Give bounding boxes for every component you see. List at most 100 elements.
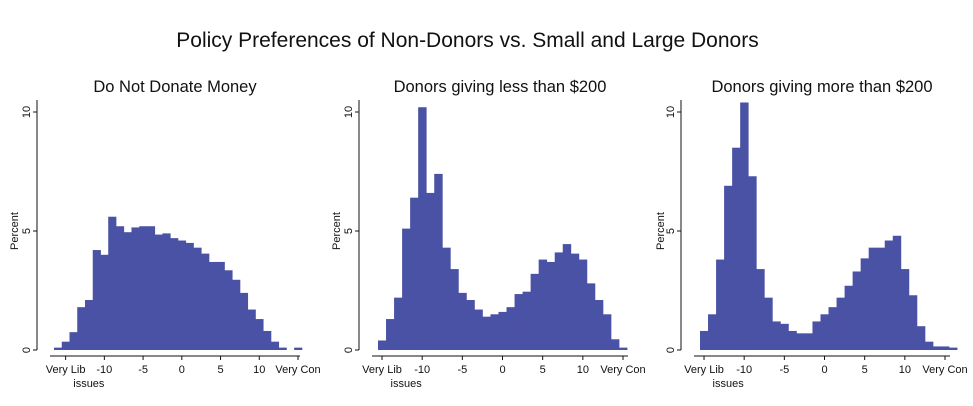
- x-tick-label: 10: [253, 364, 265, 376]
- histogram-bar: [796, 333, 805, 350]
- histogram-bar: [77, 307, 86, 350]
- x-tick-label: 0: [499, 364, 505, 376]
- histogram-bar: [949, 347, 958, 350]
- histogram-bar: [740, 102, 749, 350]
- y-tick-label: 0: [343, 347, 355, 353]
- x-tick-label: 10: [577, 364, 589, 376]
- x-tick-label: 5: [217, 364, 223, 376]
- histogram-bar: [756, 269, 765, 350]
- histogram-bar: [748, 176, 757, 350]
- histogram-bar: [247, 309, 256, 350]
- x-axis-label: issues: [713, 378, 745, 390]
- x-tick-label: Very Lib: [684, 364, 724, 376]
- histogram-bar: [700, 330, 709, 350]
- y-tick-label: 10: [665, 106, 677, 118]
- histogram-bar: [131, 227, 140, 350]
- x-tick-label: 10: [899, 364, 911, 376]
- histogram-bar: [458, 292, 467, 350]
- x-tick-label: 0: [821, 364, 827, 376]
- x-tick-label: Very Lib: [362, 364, 402, 376]
- histogram-bar: [84, 300, 94, 350]
- histogram-bar: [732, 147, 741, 350]
- histogram-bar: [410, 197, 419, 350]
- figure-title: Policy Preferences of Non-Donors vs. Sma…: [176, 29, 759, 52]
- histogram-bar: [530, 273, 540, 350]
- histogram-bar: [239, 292, 249, 350]
- histogram-bar: [442, 247, 451, 350]
- histogram-bar: [294, 347, 303, 350]
- histogram-bar: [108, 216, 117, 350]
- histogram-bar: [177, 240, 187, 350]
- histogram-bar: [836, 297, 845, 350]
- y-tick-label: 0: [21, 347, 33, 353]
- x-tick-label: -5: [779, 364, 789, 376]
- histogram-bar: [788, 330, 797, 350]
- x-tick-label: Very Con: [922, 364, 967, 376]
- histogram-bar: [54, 347, 63, 350]
- y-tick-label: 5: [21, 228, 33, 234]
- histogram-bar: [828, 307, 837, 350]
- x-tick-label: -5: [138, 364, 148, 376]
- histogram-bar: [772, 321, 781, 350]
- histogram-bar: [892, 235, 902, 350]
- histogram-bar: [884, 240, 894, 350]
- histogram-bar: [594, 300, 604, 350]
- histogram-bar: [270, 341, 280, 350]
- x-tick-label: -10: [96, 364, 112, 376]
- histogram-bar: [263, 330, 272, 350]
- histogram-bar: [844, 285, 854, 350]
- histogram-bar: [852, 271, 862, 350]
- histogram-bar: [386, 319, 395, 350]
- x-tick-label: 5: [862, 364, 868, 376]
- histogram-bar: [162, 233, 171, 350]
- histogram-bar: [201, 253, 210, 350]
- histogram-bar: [820, 314, 829, 350]
- histogram-bar: [514, 294, 523, 350]
- histogram-bar: [602, 314, 612, 350]
- histogram-bar: [586, 283, 596, 350]
- histogram-bar: [618, 347, 628, 350]
- x-tick-label: -10: [736, 364, 752, 376]
- histogram-bar: [92, 250, 101, 350]
- y-tick-label: 0: [665, 347, 677, 353]
- histogram-bar: [522, 291, 532, 350]
- histogram-bar: [724, 185, 733, 350]
- histogram-bar: [278, 347, 287, 350]
- panel-title: Donors giving less than $200: [394, 78, 607, 96]
- histogram-bar: [908, 295, 918, 350]
- y-tick-label: 10: [343, 106, 355, 118]
- histogram-bar: [490, 314, 499, 350]
- histogram-bar: [146, 226, 156, 350]
- x-tick-label: Very Lib: [46, 364, 86, 376]
- histogram-bar: [139, 226, 148, 350]
- histogram-bar: [255, 319, 264, 350]
- histogram-bar: [378, 340, 387, 350]
- histogram-bar: [402, 228, 411, 350]
- x-axis-label: issues: [73, 378, 105, 390]
- y-axis-label: Percent: [655, 212, 667, 250]
- histogram-bar: [498, 311, 507, 350]
- x-tick-label: -5: [457, 364, 467, 376]
- histogram-bar: [185, 242, 194, 350]
- y-tick-label: 5: [343, 228, 355, 234]
- histogram-bar: [506, 307, 515, 350]
- histogram-bar: [474, 309, 483, 350]
- histogram-bar: [208, 261, 218, 350]
- histogram-bar: [546, 261, 556, 350]
- histogram-bar: [466, 300, 475, 350]
- histogram-bar: [562, 244, 572, 350]
- histogram-bar: [123, 232, 132, 350]
- histogram-bar: [924, 341, 934, 350]
- histogram-bar: [224, 270, 233, 350]
- histogram-bar: [876, 247, 886, 350]
- x-tick-label: 5: [540, 364, 546, 376]
- histogram-bar: [610, 339, 620, 350]
- histogram-bar: [450, 269, 459, 350]
- histogram-bar: [482, 316, 491, 350]
- histogram-bar: [69, 332, 78, 350]
- histogram-bar: [216, 261, 225, 350]
- x-tick-label: Very Con: [275, 364, 320, 376]
- histogram-bar: [812, 321, 821, 350]
- histogram-bar: [394, 297, 403, 350]
